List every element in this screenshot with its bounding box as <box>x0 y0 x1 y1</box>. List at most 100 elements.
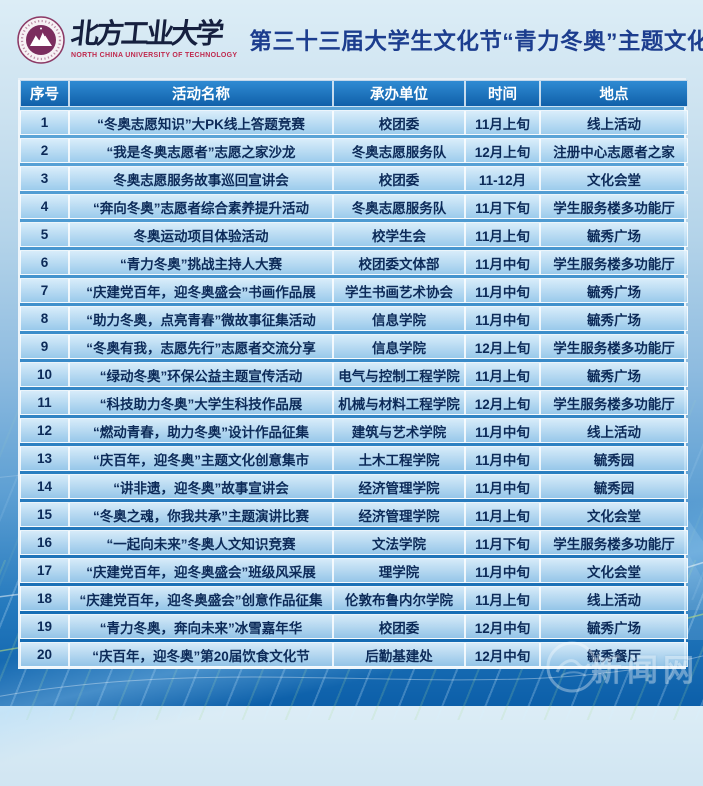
table-cell: “奔向冬奥”志愿者综合素养提升活动 <box>69 194 333 219</box>
table-cell: 10 <box>20 362 69 387</box>
table-cell: 伦敦布鲁内尔学院 <box>333 586 465 611</box>
events-table: 序号 活动名称 承办单位 时间 地点 1 “冬奥志愿知识”大PK线上答题竞赛 校团委… <box>18 78 688 669</box>
table-cell: 经济管理学院 <box>333 502 465 527</box>
university-seal-icon <box>17 16 65 64</box>
table-cell: “庆百年，迎冬奥”主题文化创意集市 <box>69 446 333 471</box>
table-cell: 毓秀广场 <box>540 362 688 387</box>
table-row: 5 冬奥运动项目体验活动 校学生会 11月上旬 毓秀广场 <box>20 222 688 247</box>
table-cell: “庆百年，迎冬奥”第20届饮食文化节 <box>69 642 333 667</box>
table-cell: 7 <box>20 278 69 303</box>
table-cell: 校团委 <box>333 166 465 191</box>
table-row: 3 冬奥志愿服务故事巡回宣讲会 校团委 11-12月 文化会堂 <box>20 166 688 191</box>
table-cell: 14 <box>20 474 69 499</box>
table-cell: “庆建党百年，迎冬奥盛会”班级风采展 <box>69 558 333 583</box>
table-cell: 学生服务楼多功能厅 <box>540 390 688 415</box>
table-cell: “燃动青春，助力冬奥”设计作品征集 <box>69 418 333 443</box>
watermark-text: 新闻网 <box>591 652 699 688</box>
table-cell: 信息学院 <box>333 334 465 359</box>
table-cell: 理学院 <box>333 558 465 583</box>
table-cell: “青力冬奥，奔向未来”冰雪嘉年华 <box>69 614 333 639</box>
table-cell: 文化会堂 <box>540 166 688 191</box>
watermark-logo-icon <box>546 641 598 693</box>
table-cell: 线上活动 <box>540 586 688 611</box>
table-cell: 毓秀广场 <box>540 306 688 331</box>
table-cell: 5 <box>20 222 69 247</box>
table-cell: 信息学院 <box>333 306 465 331</box>
table-cell: 土木工程学院 <box>333 446 465 471</box>
table-row: 6 “青力冬奥”挑战主持人大赛 校团委文体部 11月中旬 学生服务楼多功能厅 <box>20 250 688 275</box>
column-header-activity: 活动名称 <box>69 80 333 107</box>
table-cell: 线上活动 <box>540 110 688 135</box>
table-row: 9 “冬奥有我，志愿先行”志愿者交流分享 信息学院 12月上旬 学生服务楼多功能厅 <box>20 334 688 359</box>
table-cell: “冬奥之魂，你我共承”主题演讲比赛 <box>69 502 333 527</box>
university-name-cn: 北方工业大学 <box>69 19 223 50</box>
table-row: 17 “庆建党百年，迎冬奥盛会”班级风采展 理学院 11月中旬 文化会堂 <box>20 558 688 583</box>
table-row: 14 “讲非遗，迎冬奥”故事宣讲会 经济管理学院 11月中旬 毓秀园 <box>20 474 688 499</box>
table-row: 12 “燃动青春，助力冬奥”设计作品征集 建筑与艺术学院 11月中旬 线上活动 <box>20 418 688 443</box>
table-cell: 11月中旬 <box>465 418 540 443</box>
table-cell: 11 <box>20 390 69 415</box>
watermark: 新闻网 <box>545 640 699 694</box>
table-cell: 12月中旬 <box>465 642 540 667</box>
table-cell: 11月上旬 <box>465 502 540 527</box>
table-cell: “一起向未来”冬奥人文知识竞赛 <box>69 530 333 555</box>
university-logo: 北方工业大学 NORTH CHINA UNIVERSITY OF TECHNOL… <box>16 15 237 65</box>
table-cell: 注册中心志愿者之家 <box>540 138 688 163</box>
table-cell: 11月下旬 <box>465 194 540 219</box>
table-cell: 11月上旬 <box>465 110 540 135</box>
table-row: 18 “庆建党百年，迎冬奥盛会”创意作品征集 伦敦布鲁内尔学院 11月上旬 线上活动 <box>20 586 688 611</box>
table-cell: 18 <box>20 586 69 611</box>
table-row: 13 “庆百年，迎冬奥”主题文化创意集市 土木工程学院 11月中旬 毓秀园 <box>20 446 688 471</box>
table-cell: 线上活动 <box>540 418 688 443</box>
table-cell: 19 <box>20 614 69 639</box>
table-cell: 13 <box>20 446 69 471</box>
table-cell: 文化会堂 <box>540 502 688 527</box>
table-cell: 校团委 <box>333 110 465 135</box>
table-cell: 学生书画艺术协会 <box>333 278 465 303</box>
table-cell: 经济管理学院 <box>333 474 465 499</box>
table-cell: “庆建党百年，迎冬奥盛会”创意作品征集 <box>69 586 333 611</box>
table-cell: 2 <box>20 138 69 163</box>
table-row: 2 “我是冬奥志愿者”志愿之家沙龙 冬奥志愿服务队 12月上旬 注册中心志愿者之家 <box>20 138 688 163</box>
table-cell: 12月上旬 <box>465 334 540 359</box>
table-cell: 毓秀园 <box>540 474 688 499</box>
column-header-time: 时间 <box>465 80 540 107</box>
table-cell: “青力冬奥”挑战主持人大赛 <box>69 250 333 275</box>
column-header-index: 序号 <box>20 80 69 107</box>
table-cell: 机械与材料工程学院 <box>333 390 465 415</box>
table-row: 10 “绿动冬奥”环保公益主题宣传活动 电气与控制工程学院 11月上旬 毓秀广场 <box>20 362 688 387</box>
table-row: 15 “冬奥之魂，你我共承”主题演讲比赛 经济管理学院 11月上旬 文化会堂 <box>20 502 688 527</box>
table-header-row: 序号 活动名称 承办单位 时间 地点 <box>20 80 688 107</box>
table-cell: “科技助力冬奥”大学生科技作品展 <box>69 390 333 415</box>
table-cell: 9 <box>20 334 69 359</box>
table-cell: 11月中旬 <box>465 306 540 331</box>
table-cell: 12月上旬 <box>465 138 540 163</box>
table-cell: 11月上旬 <box>465 222 540 247</box>
table-cell: 11月中旬 <box>465 474 540 499</box>
university-name-block: 北方工业大学 NORTH CHINA UNIVERSITY OF TECHNOL… <box>69 19 237 59</box>
table-cell: 学生服务楼多功能厅 <box>540 530 688 555</box>
poster: 北方工业大学 NORTH CHINA UNIVERSITY OF TECHNOL… <box>0 9 703 786</box>
table-cell: 文化会堂 <box>540 558 688 583</box>
table-cell: 后勤基建处 <box>333 642 465 667</box>
table-cell: 毓秀广场 <box>540 222 688 247</box>
table-cell: 11月中旬 <box>465 446 540 471</box>
table-cell: 12月上旬 <box>465 390 540 415</box>
table-cell: 11月上旬 <box>465 586 540 611</box>
table-cell: 学生服务楼多功能厅 <box>540 250 688 275</box>
table-cell: 4 <box>20 194 69 219</box>
table-row: 11 “科技助力冬奥”大学生科技作品展 机械与材料工程学院 12月上旬 学生服务楼多功能… <box>20 390 688 415</box>
table-cell: “冬奥志愿知识”大PK线上答题竞赛 <box>69 110 333 135</box>
table-cell: “助力冬奥，点亮青春”微故事征集活动 <box>69 306 333 331</box>
page-title: 第三十三届大学生文化节“青力冬奥”主题文化活动 <box>249 29 703 54</box>
table-cell: “庆建党百年，迎冬奥盛会”书画作品展 <box>69 278 333 303</box>
table-cell: 11月中旬 <box>465 278 540 303</box>
table-cell: “冬奥有我，志愿先行”志愿者交流分享 <box>69 334 333 359</box>
table-cell: 8 <box>20 306 69 331</box>
table-cell: 建筑与艺术学院 <box>333 418 465 443</box>
table-cell: 冬奥志愿服务故事巡回宣讲会 <box>69 166 333 191</box>
table-row: 16 “一起向未来”冬奥人文知识竞赛 文法学院 11月下旬 学生服务楼多功能厅 <box>20 530 688 555</box>
table-cell: 3 <box>20 166 69 191</box>
table-cell: 12月中旬 <box>465 614 540 639</box>
header: 北方工业大学 NORTH CHINA UNIVERSITY OF TECHNOL… <box>16 9 703 71</box>
